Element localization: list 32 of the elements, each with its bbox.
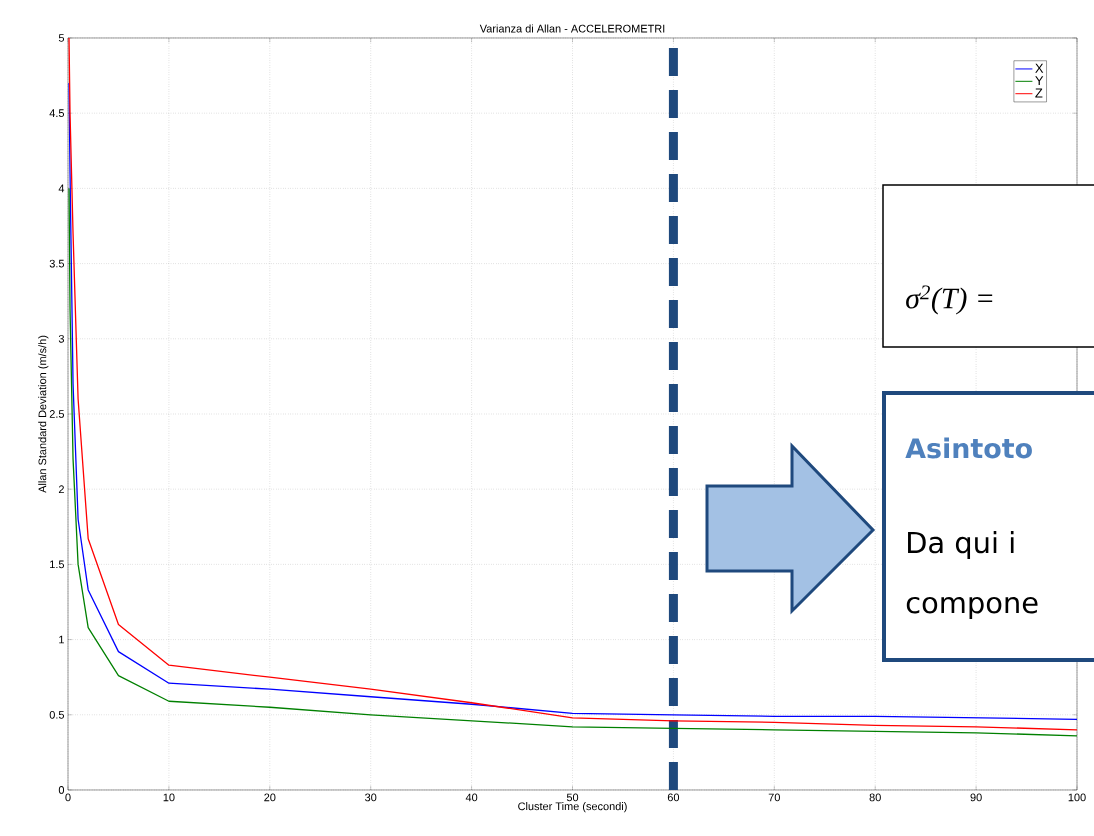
y-tick-label: 0.5 [49, 710, 65, 719]
annotation: Da qui i [908, 531, 1014, 559]
y-tick-label: 2.5 [49, 410, 65, 418]
y-tick-label: 3.5 [49, 259, 65, 268]
y-tick-label: 2 [58, 485, 64, 494]
annotation: Asintoto [905, 437, 1032, 459]
y-tick-label: 5 [58, 34, 65, 42]
y-tick-label: 1 [59, 635, 64, 644]
x-tick-label: 10 [163, 793, 175, 802]
x-tick-label: 100 [1068, 793, 1086, 802]
legend-label: Y [1035, 76, 1044, 86]
annotation: compone [906, 596, 1038, 620]
x-tick-label: 90 [970, 793, 982, 802]
legend-label: Z [1035, 88, 1043, 98]
y-axis-title: Allan Standard Deviation (m/s/h) [38, 335, 49, 493]
chart-title: Varianza di Allan - ACCELEROMETRI [479, 24, 665, 33]
x-tick-label: 20 [264, 793, 276, 802]
x-tick-label: 70 [768, 793, 780, 802]
y-tick-label: 3 [58, 334, 64, 343]
y-tick-label: 4.5 [49, 109, 65, 118]
x-tick-label: 60 [667, 793, 680, 802]
x-tick-label: 80 [869, 793, 881, 802]
x-tick-label: 30 [365, 793, 377, 802]
x-tick-label: 40 [465, 793, 478, 802]
x-axis-title: Cluster Time (secondi) [518, 802, 627, 813]
y-tick-label: 4 [58, 184, 65, 193]
y-tick-label: 0 [58, 786, 65, 794]
legend-label: X [1035, 63, 1044, 73]
annotation: σ$^{2}$(T) = [906, 285, 993, 315]
x-tick-label: 0 [65, 793, 71, 802]
y-tick-label: 1.5 [50, 560, 65, 569]
x-tick-label: 50 [566, 793, 579, 802]
